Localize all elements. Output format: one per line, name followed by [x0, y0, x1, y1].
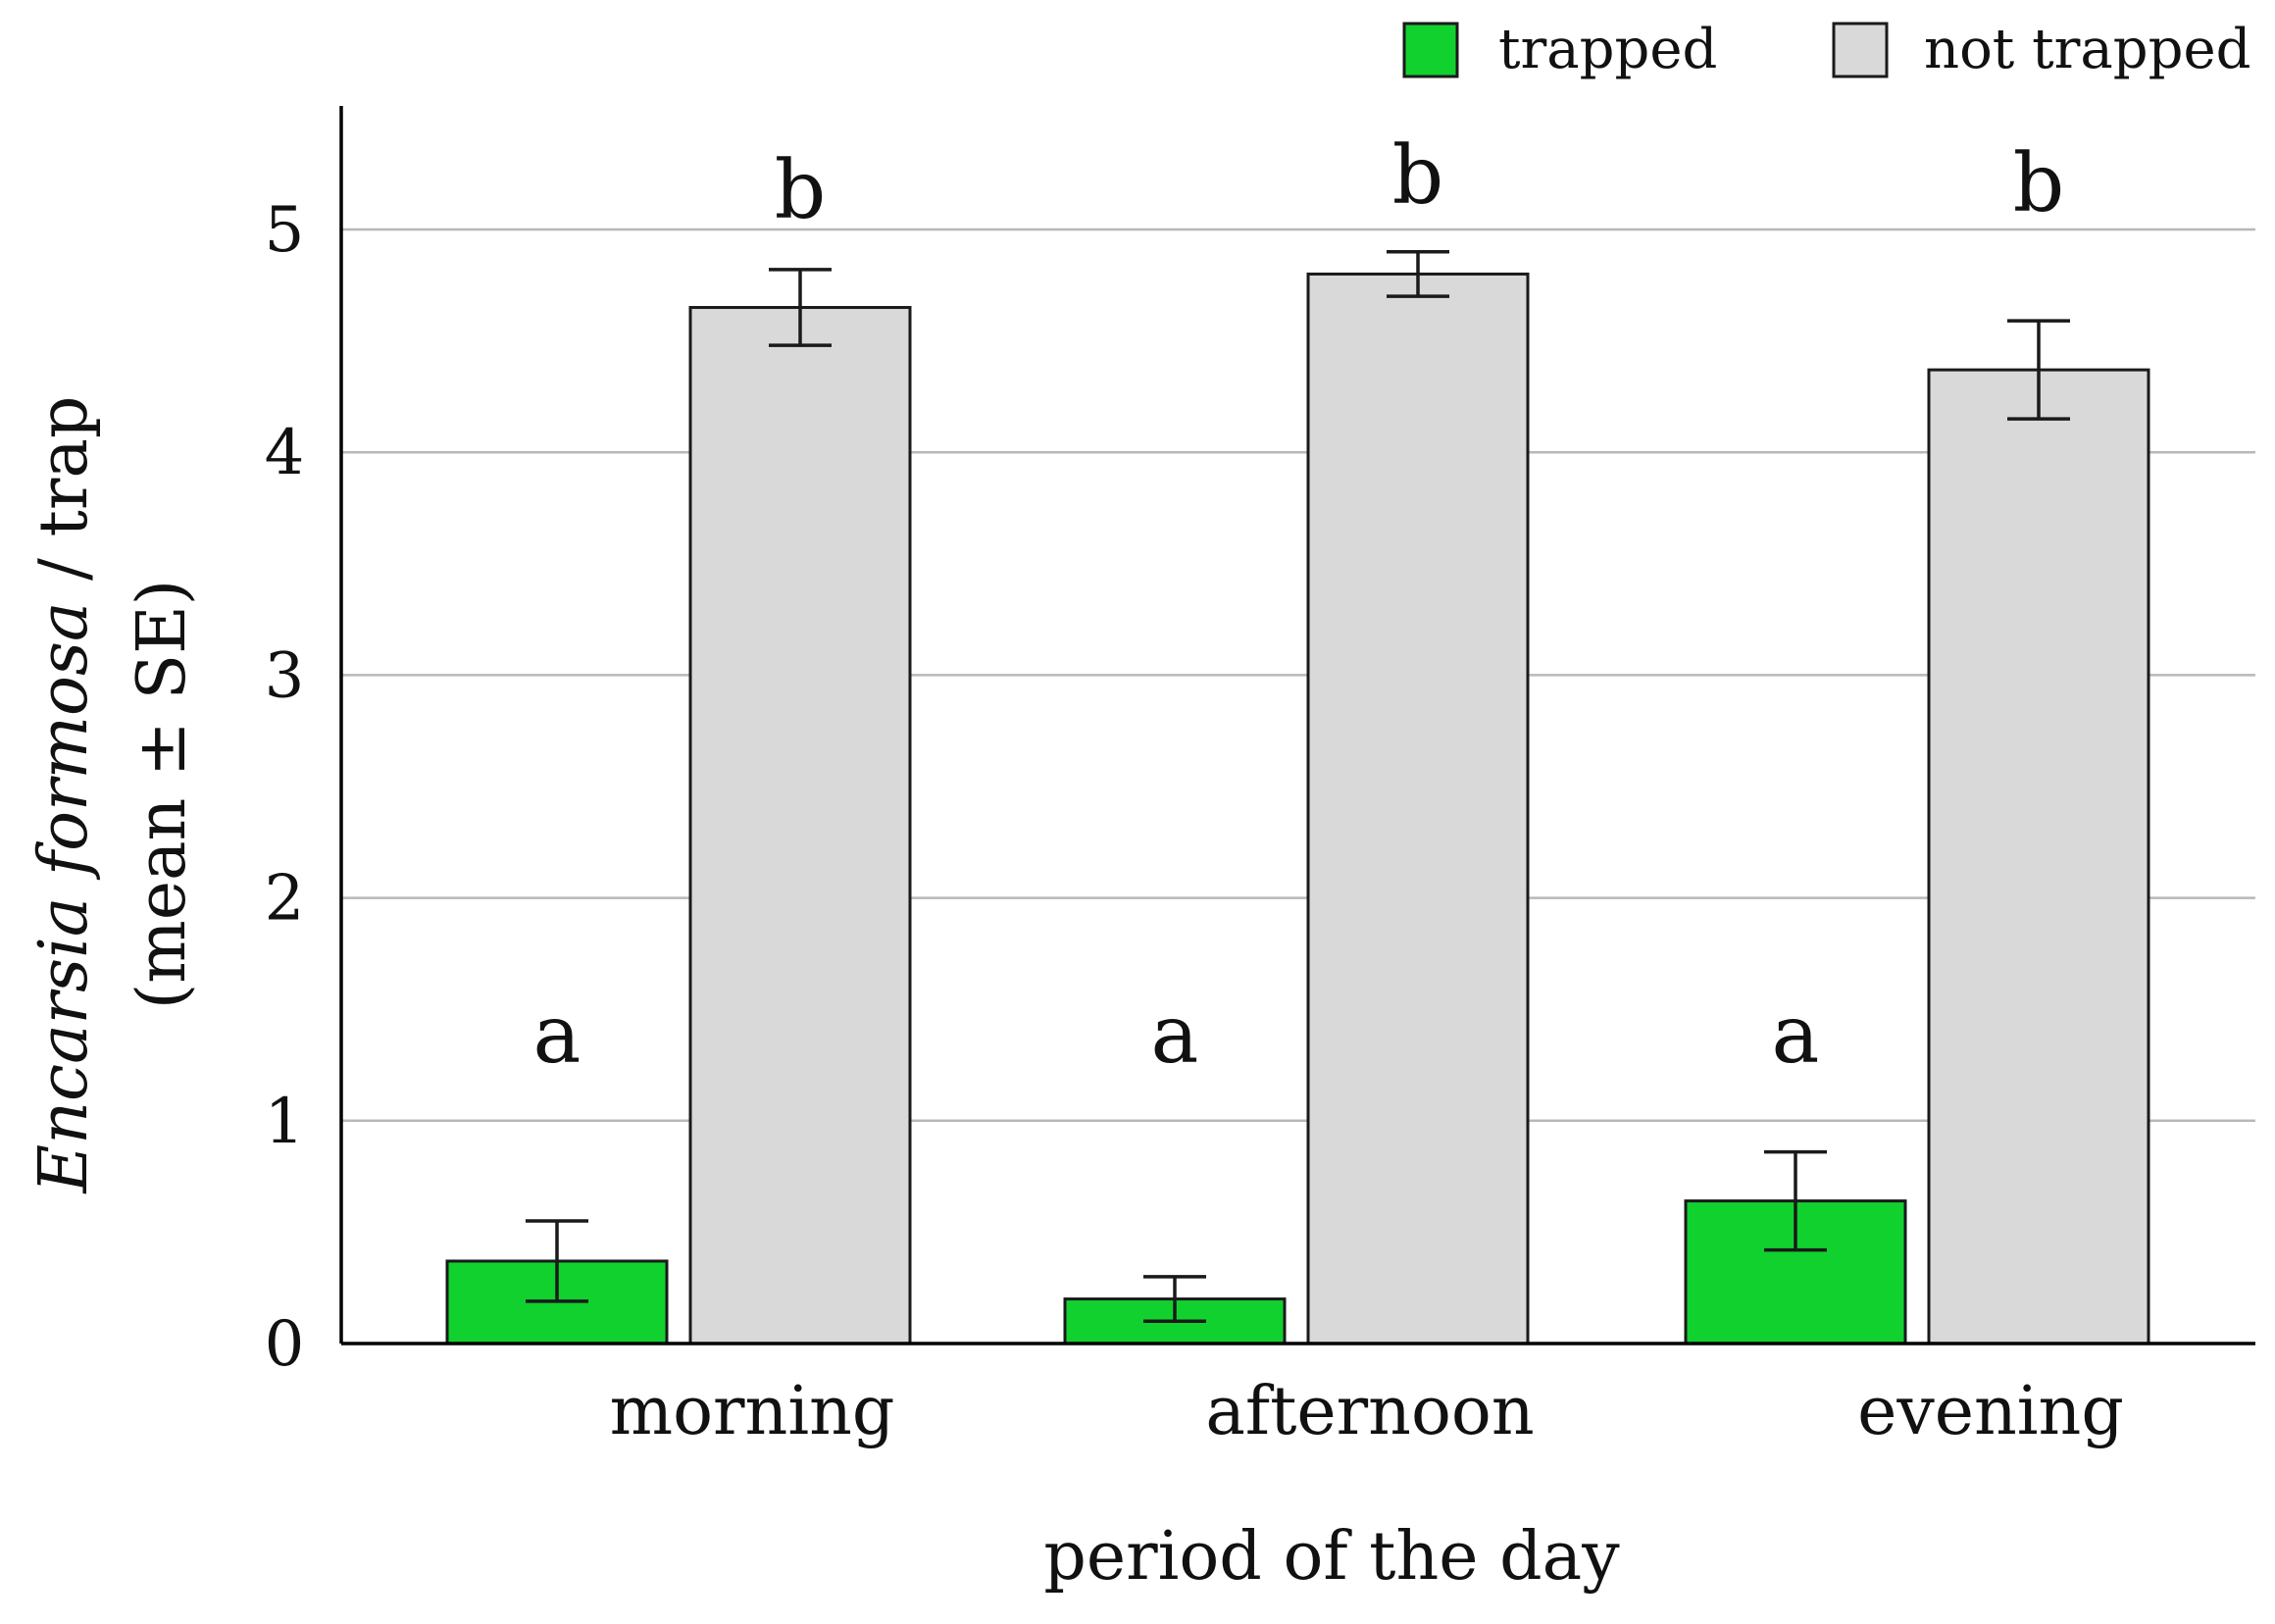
significance-letter-trapped-afternoon: a	[1151, 989, 1199, 1082]
bar-not-trapped-evening	[1927, 368, 2150, 1345]
y-axis-title-line1: Encarsia formosa / trap	[25, 396, 103, 1195]
y-tick-label: 2	[265, 863, 305, 936]
legend-swatch-not-trapped	[1832, 22, 1889, 78]
error-bar-not-trapped-afternoon	[1387, 249, 1449, 298]
legend: trapped not trapped	[1402, 18, 2250, 81]
significance-letters: a b a b a b	[533, 129, 2065, 1082]
x-category-label-evening: evening	[1857, 1373, 2124, 1450]
bars	[445, 249, 2150, 1345]
legend-item-trapped: trapped	[1402, 18, 1717, 81]
bar-not-trapped-afternoon	[1306, 272, 1530, 1345]
y-tick-label: 4	[265, 417, 305, 489]
error-bar-trapped-morning	[526, 1219, 588, 1303]
y-tick-label: 0	[265, 1308, 305, 1381]
significance-letter-not-trapped-morning: b	[775, 144, 827, 237]
legend-swatch-trapped	[1402, 22, 1459, 78]
axes	[339, 106, 2255, 1345]
significance-letter-trapped-morning: a	[533, 989, 581, 1082]
bar-not-trapped-morning	[688, 306, 912, 1345]
legend-label-not-trapped: not trapped	[1924, 18, 2250, 81]
x-axis-title: period of the day	[1043, 1518, 1620, 1596]
y-axis-title-line2: (mean ± SE)	[124, 580, 201, 1010]
x-category-label-morning: morning	[610, 1373, 895, 1450]
y-axis-title-unit: / trap	[25, 396, 103, 602]
x-category-labels: morning afternoon evening	[610, 1373, 2124, 1450]
significance-letter-not-trapped-evening: b	[2013, 137, 2065, 230]
legend-label-trapped: trapped	[1498, 18, 1717, 81]
error-bar-not-trapped-morning	[769, 268, 832, 347]
significance-letter-trapped-evening: a	[1772, 989, 1820, 1082]
error-bar-trapped-afternoon	[1143, 1275, 1206, 1324]
y-tick-label: 3	[265, 639, 305, 712]
y-tick-label: 5	[265, 194, 305, 267]
error-bar-not-trapped-evening	[2007, 319, 2070, 421]
error-bar-trapped-evening	[1764, 1149, 1827, 1252]
x-category-label-afternoon: afternoon	[1205, 1373, 1534, 1450]
y-tick-labels: 0 1 2 3 4 5	[265, 194, 305, 1381]
y-axis-title: Encarsia formosa / trap (mean ± SE)	[25, 396, 201, 1195]
y-tick-label: 1	[265, 1086, 305, 1158]
y-axis-title-species: Encarsia formosa	[25, 602, 103, 1195]
legend-item-not-trapped: not trapped	[1832, 18, 2250, 81]
significance-letter-not-trapped-afternoon: b	[1392, 129, 1444, 223]
